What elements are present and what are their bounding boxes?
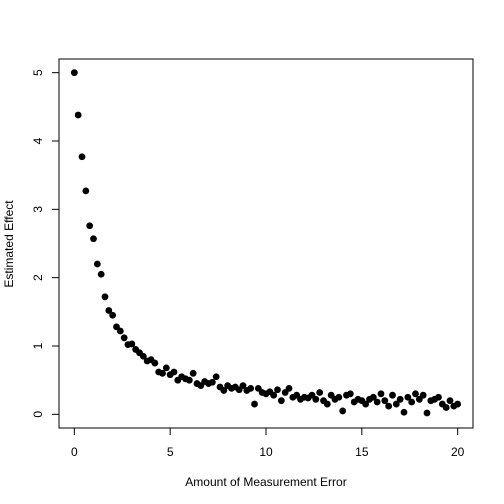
point [339, 407, 347, 415]
point [396, 395, 404, 403]
point [78, 153, 86, 161]
point [400, 408, 408, 416]
y-tick-label: 4 [31, 137, 45, 144]
y-tick-label: 5 [31, 69, 45, 76]
point [392, 400, 400, 408]
point [208, 378, 216, 386]
point [239, 382, 247, 390]
point [419, 391, 427, 399]
point [285, 384, 293, 392]
point [412, 390, 419, 398]
point [404, 393, 412, 401]
y-tick-label: 0 [31, 411, 45, 418]
point [323, 400, 331, 408]
point [220, 387, 228, 394]
point [270, 391, 278, 399]
point [385, 402, 393, 410]
x-tick-label: 15 [355, 445, 369, 459]
x-tick-label: 0 [71, 445, 78, 459]
point [128, 340, 136, 348]
y-tick-label: 3 [31, 206, 45, 213]
point [312, 395, 320, 403]
point [274, 386, 281, 394]
point [346, 390, 354, 398]
plot-frame [58, 58, 474, 429]
point [101, 293, 109, 301]
point [120, 334, 128, 342]
point [139, 352, 147, 360]
point [247, 384, 255, 392]
y-tick-label: 2 [31, 274, 45, 281]
point [82, 187, 90, 195]
point [377, 390, 385, 398]
point [423, 409, 431, 417]
point [389, 391, 396, 399]
point [369, 393, 377, 401]
point [316, 389, 324, 396]
point [362, 400, 370, 408]
y-tick-label: 1 [31, 342, 45, 349]
point [105, 307, 113, 314]
point [442, 404, 450, 411]
point [189, 369, 197, 377]
point [74, 111, 82, 119]
x-axis-label: Amount of Measurement Error [185, 475, 346, 489]
point [277, 397, 285, 405]
point [408, 398, 416, 406]
point [97, 270, 105, 278]
point [70, 69, 78, 77]
point [381, 397, 389, 405]
point [162, 364, 170, 372]
point [446, 397, 454, 405]
point [86, 222, 94, 230]
x-tick-label: 5 [167, 445, 174, 459]
point [435, 393, 442, 401]
y-axis-label: Estimated Effect [2, 200, 16, 288]
point [90, 235, 97, 243]
point [170, 368, 178, 376]
point [151, 359, 159, 367]
point [335, 393, 343, 401]
point [116, 327, 124, 335]
x-tick-label: 20 [451, 445, 465, 459]
point [93, 260, 101, 268]
point [373, 398, 381, 406]
point [185, 376, 193, 384]
x-tick-label: 10 [259, 445, 273, 459]
point [251, 400, 258, 408]
point [159, 369, 166, 377]
point [212, 373, 220, 381]
point [454, 400, 462, 408]
point [109, 311, 117, 319]
